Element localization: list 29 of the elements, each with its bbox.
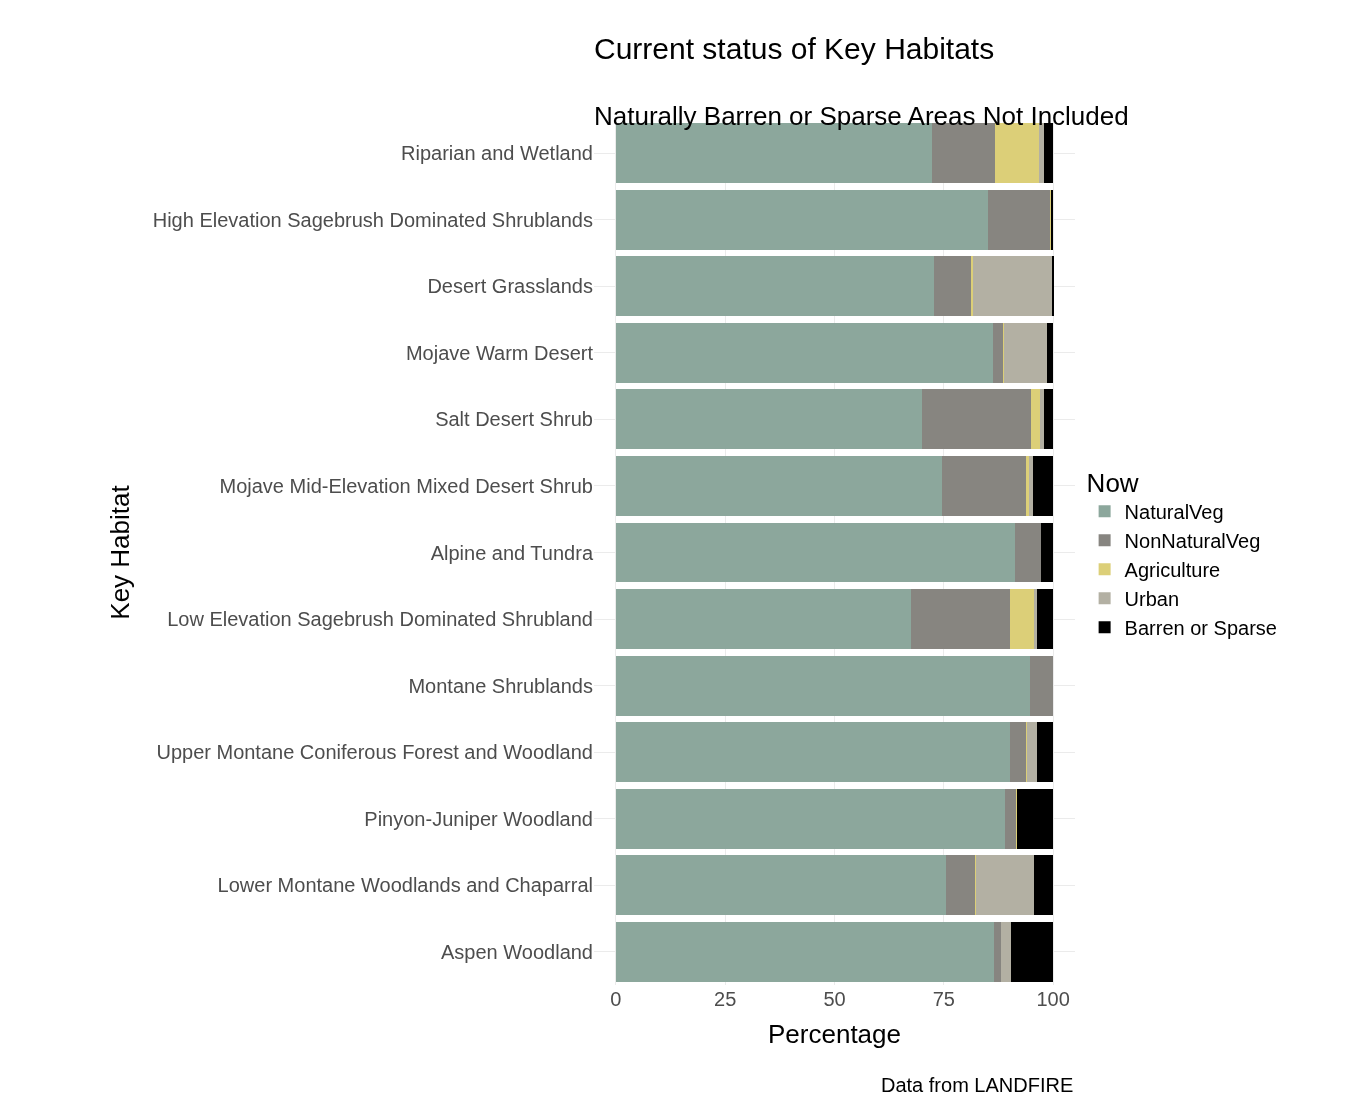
legend-title: Now <box>1086 467 1139 498</box>
y-tick-label: Low Elevation Sagebrush Dominated Shrubland <box>167 608 593 631</box>
legend-label: Urban <box>1124 588 1180 611</box>
y-tick-label: Lower Montane Woodlands and Chaparral <box>217 874 593 897</box>
y-tick-label: Aspen Woodland <box>441 940 593 963</box>
chart-subtitle: Naturally Barren or Sparse Areas Not Included <box>594 101 1129 132</box>
y-tick-label: Salt Desert Shrub <box>435 408 593 431</box>
y-tick-label: Desert Grasslands <box>427 275 593 298</box>
y-tick-label: Montane Shrublands <box>408 674 593 697</box>
x-axis-title: Percentage <box>768 1018 901 1049</box>
chart-title: Current status of Key Habitats <box>594 32 995 66</box>
y-tick-label: High Elevation Sagebrush Dominated Shrublands <box>152 208 593 231</box>
y-tick-label: Mojave Warm Desert <box>405 341 594 364</box>
y-tick-label: Pinyon-Juniper Woodland <box>364 807 593 830</box>
y-tick-label: Upper Montane Coniferous Forest and Woodland <box>156 741 593 764</box>
y-axis-title: Key Habitat <box>105 484 136 620</box>
legend-label: NonNaturalVeg <box>1124 530 1261 553</box>
y-tick-label: Riparian and Wetland <box>401 142 593 165</box>
text: Data from LANDFIRE <box>881 1074 1074 1093</box>
x-tick-label: 75 <box>932 988 955 1010</box>
legend-label: Agriculture <box>1124 559 1221 582</box>
x-tick-label: 25 <box>714 988 737 1010</box>
x-tick-label: 50 <box>823 988 846 1010</box>
legend-label: Barren or Sparse <box>1124 617 1277 640</box>
y-tick-label: Alpine and Tundra <box>430 541 594 564</box>
x-tick-label: 100 <box>1036 988 1070 1010</box>
x-tick-label: 0 <box>610 988 622 1010</box>
y-tick-label: Mojave Mid-Elevation Mixed Desert Shrub <box>219 474 593 497</box>
legend-label: NaturalVeg <box>1124 501 1224 524</box>
